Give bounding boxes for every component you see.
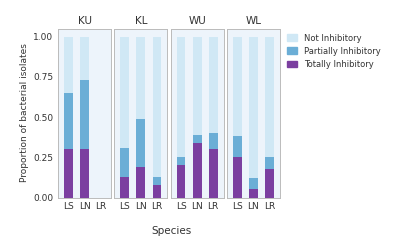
Bar (80, 80, 89, 149)
Bar (64, 37, 73, 93)
Bar (80, 149, 89, 198)
Bar (120, 177, 129, 198)
Bar (136, 119, 145, 167)
Bar (193, 143, 202, 198)
Title: KU: KU (78, 16, 92, 26)
Bar (152, 185, 161, 198)
Bar (249, 178, 258, 189)
Bar (120, 148, 129, 177)
Bar (193, 135, 202, 143)
Bar (265, 169, 274, 198)
Bar (209, 133, 218, 149)
Bar (249, 37, 258, 178)
Bar (233, 136, 242, 157)
Bar (177, 37, 186, 157)
Bar (177, 165, 186, 198)
Y-axis label: Proportion of bacterial isolates: Proportion of bacterial isolates (20, 44, 29, 183)
Bar (233, 157, 242, 198)
Title: WL: WL (246, 16, 262, 26)
Bar (152, 37, 161, 177)
Bar (249, 189, 258, 198)
Bar (152, 177, 161, 185)
Legend: Not Inhibitory, Partially Inhibitory, Totally Inhibitory: Not Inhibitory, Partially Inhibitory, To… (286, 33, 381, 70)
Bar (80, 37, 89, 80)
Bar (136, 37, 145, 119)
Bar (193, 37, 202, 135)
Text: Species: Species (152, 226, 192, 236)
Bar (136, 167, 145, 198)
Bar (64, 149, 73, 198)
Bar (209, 149, 218, 198)
Bar (177, 157, 186, 165)
Bar (64, 93, 73, 149)
Title: WU: WU (188, 16, 206, 26)
Bar (120, 37, 129, 148)
Bar (265, 37, 274, 157)
Title: KL: KL (135, 16, 147, 26)
Bar (265, 157, 274, 169)
Bar (209, 37, 218, 133)
Bar (233, 37, 242, 136)
